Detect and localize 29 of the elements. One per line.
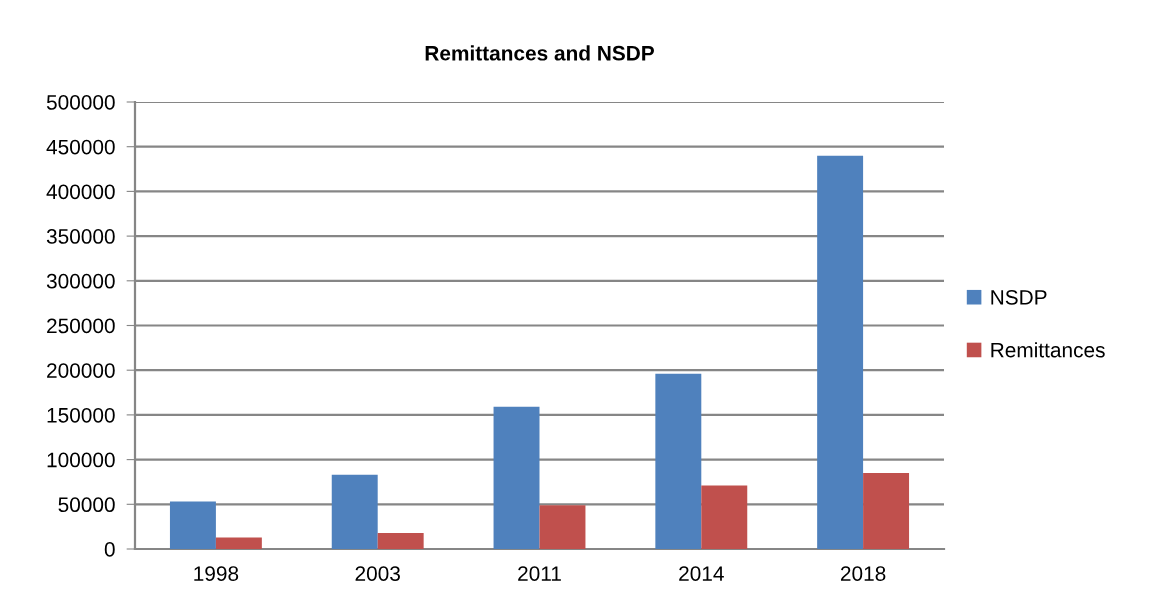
x-tick-label: 1998 bbox=[194, 566, 239, 581]
bar bbox=[377, 532, 424, 549]
bar bbox=[169, 501, 216, 549]
bar bbox=[701, 485, 748, 549]
y-tick-label: 300000 bbox=[46, 273, 115, 289]
x-tick-label: 2011 bbox=[518, 566, 561, 581]
y-tick-label: 150000 bbox=[47, 407, 115, 423]
x-tick-label: 2018 bbox=[840, 566, 886, 581]
chart-title: Remittances and NSDP bbox=[425, 45, 654, 61]
bar bbox=[817, 155, 864, 549]
y-tick-label: 200000 bbox=[47, 363, 115, 378]
y-tick-label: 350000 bbox=[46, 229, 115, 244]
legend-label: NSDP bbox=[991, 289, 1047, 305]
y-tick-label: 250000 bbox=[47, 318, 115, 334]
y-tick-label: 400000 bbox=[46, 184, 115, 200]
y-tick-label: 500000 bbox=[46, 95, 115, 110]
y-tick-label: 50000 bbox=[58, 497, 115, 513]
y-tick-label: 100000 bbox=[47, 452, 115, 468]
y-tick-label: 0 bbox=[104, 542, 115, 557]
x-tick-label: 2014 bbox=[679, 566, 724, 581]
x-tick-label: 2003 bbox=[355, 566, 400, 581]
bar bbox=[331, 474, 378, 549]
bar bbox=[215, 537, 262, 549]
bar bbox=[863, 473, 910, 549]
bar bbox=[539, 505, 586, 549]
bar bbox=[493, 406, 540, 549]
bar bbox=[655, 373, 702, 549]
y-tick-label: 450000 bbox=[46, 139, 115, 155]
legend-label: Remittances bbox=[991, 342, 1105, 358]
